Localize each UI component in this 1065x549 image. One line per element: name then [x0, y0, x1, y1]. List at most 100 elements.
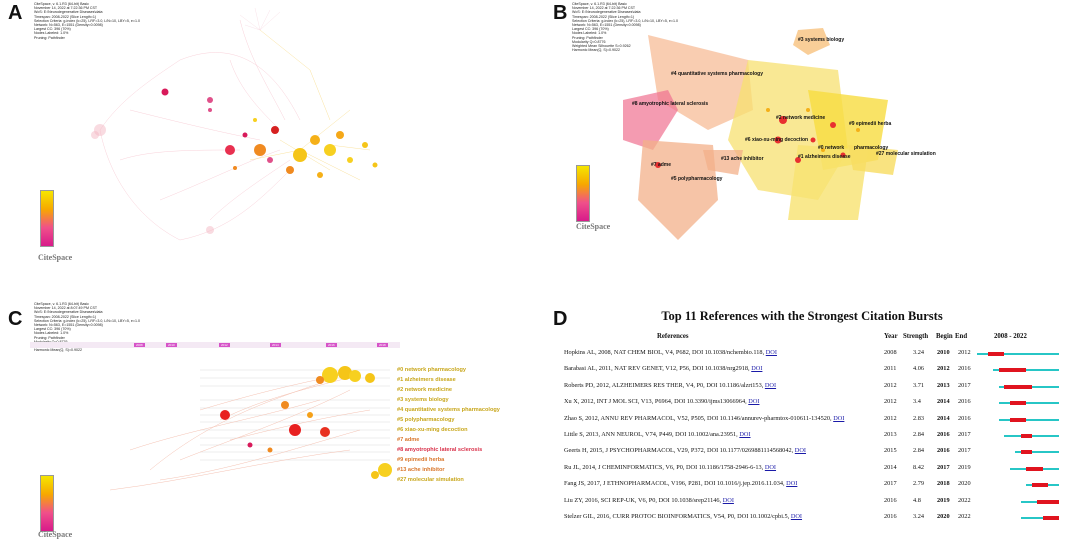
cluster-legend-c: #0 network pharmacology #1 alzheimers di…	[397, 367, 500, 487]
panel-a-network: CiteSpace, v. 6.1.R3 (64-bit) Basic Novem…	[30, 0, 530, 270]
begin-cell: 2014	[937, 398, 950, 406]
strength-cell: 2.83	[913, 414, 925, 422]
burst-period-bar	[998, 368, 1027, 373]
panel-c-timeline: CiteSpace, v. 6.1.R3 (64-bit) Basic Novem…	[30, 300, 530, 549]
year-tag: 2014	[270, 343, 281, 347]
meta-line: Weighted Mean Silhouette S=0.9262	[572, 44, 631, 49]
meta-line: Network: N=563, E=1551 (Density=0.0098)	[572, 23, 641, 28]
year-cell: 2012	[884, 381, 897, 389]
burst-row: Barabasi AL, 2011, NAT REV GENET, V12, P…	[562, 362, 1060, 377]
strength-cell: 4.06	[913, 365, 925, 373]
begin-cell: 2018	[937, 480, 950, 488]
reference-cell: Ru JL, 2014, J CHEMINFORMATICS, V6, P0, …	[564, 464, 776, 471]
burst-period-bar	[987, 352, 1005, 356]
doi-link[interactable]: DOI	[739, 431, 751, 438]
cluster-legend-item: #7 adme	[397, 437, 420, 443]
end-cell: 2017	[958, 381, 971, 389]
year-tag: 2008	[134, 343, 145, 347]
reference-cell: Stelzer GIL, 2016, CURR PROTOC BIOINFORM…	[564, 513, 802, 520]
burst-timeline-bar	[977, 353, 1059, 355]
year-cell: 2017	[884, 480, 897, 488]
meta-line: Harmonic Mean(Q, S)=0.9022	[572, 48, 621, 53]
reference-cell: Zhao S, 2012, ANNU REV PHARMACOL, V52, P…	[564, 415, 844, 422]
cluster-label: #6 xiao-xu-ming decoction	[745, 137, 809, 143]
doi-link[interactable]: DOI	[833, 414, 845, 422]
citespace-meta-a: CiteSpace, v. 6.1.R3 (64-bit) Basic Novem…	[34, 2, 140, 40]
begin-cell: 2019	[937, 496, 950, 504]
strength-cell: 2.79	[913, 480, 925, 488]
burst-row: Roberts PD, 2012, ALZHEIMERS RES THER, V…	[562, 379, 1060, 394]
doi-link[interactable]: DOI	[722, 496, 734, 504]
end-cell: 2017	[958, 431, 971, 438]
reference-text: Hopkins AL, 2008, NAT CHEM BIOL, V4, P68…	[564, 349, 765, 356]
cluster-label: #9 epimedii herba	[849, 121, 892, 127]
burst-period-bar	[1026, 466, 1043, 471]
end-cell: 2016	[958, 398, 971, 406]
burst-period-bar	[1020, 450, 1032, 455]
network-graph-a	[91, 7, 378, 241]
meta-line: Timespan: 2008-2022 (Slice Length=1)	[34, 14, 97, 19]
begin-cell: 2012	[937, 365, 950, 373]
burst-period-bar	[1004, 384, 1032, 389]
panel-letter-c: C	[8, 308, 23, 330]
year-cell: 2012	[884, 414, 897, 422]
end-cell: 2016	[958, 365, 971, 373]
citespace-logo-c: CiteSpace	[38, 530, 73, 539]
cluster-legend-item: #5 polypharmacology	[397, 417, 455, 423]
begin-cell: 2016	[937, 447, 950, 455]
doi-link[interactable]: DOI	[764, 381, 777, 389]
meta-line: CiteSpace, v. 6.1.R3 (64-bit) Basic	[34, 302, 89, 306]
reference-cell: Roberts PD, 2012, ALZHEIMERS RES THER, V…	[564, 382, 776, 389]
meta-line: Pruning: Pathfinder	[34, 335, 65, 340]
begin-cell: 2020	[937, 513, 950, 520]
meta-line: November 14, 2022 at 7:22:36 PM CST	[572, 6, 636, 11]
reference-text: Stelzer GIL, 2016, CURR PROTOC BIOINFORM…	[564, 513, 790, 520]
strength-cell: 2.84	[913, 447, 925, 455]
strength-cell: 3.4	[913, 398, 921, 406]
meta-line: Nodes Labeled: 1.0%	[34, 331, 69, 336]
cluster-legend-item: #0 network pharmacology	[397, 367, 467, 373]
meta-line: Timespan: 2008-2022 (Slice Length=1)	[572, 14, 635, 19]
end-cell: 2022	[958, 513, 971, 520]
begin-cell: 2010	[937, 349, 950, 356]
meta-line: Network: N=563, E=1551 (Density=0.0098)	[34, 23, 103, 28]
doi-link[interactable]: DOI	[748, 398, 760, 406]
burst-row: Ru JL, 2014, J CHEMINFORMATICS, V6, P0, …	[562, 461, 1060, 476]
cluster-legend-item: #1 alzheimers disease	[397, 377, 456, 383]
strength-cell: 8.42	[913, 463, 925, 471]
reference-text: Barabasi AL, 2011, NAT REV GENET, V12, P…	[564, 365, 750, 373]
header-strength: Strength	[903, 333, 929, 340]
doi-link[interactable]: DOI	[786, 480, 798, 488]
meta-line: Largest CC: 396 (70%)	[572, 27, 609, 32]
colorbar-a	[40, 190, 54, 247]
cluster-label: #13 ache inhibitor	[721, 156, 764, 162]
doi-link[interactable]: DOI	[751, 365, 763, 373]
burst-timeline-bar	[1004, 435, 1059, 437]
strength-cell: 2.84	[913, 431, 925, 438]
reference-cell: Liu ZY, 2016, SCI REP-UK, V6, P0, DOI 10…	[564, 497, 734, 504]
cluster-legend-item: #9 epimedii herba	[397, 457, 445, 463]
begin-cell: 2013	[937, 381, 950, 389]
doi-link[interactable]: DOI	[765, 349, 777, 356]
cluster-label: #1 alzheimers disease	[798, 154, 851, 160]
begin-cell: 2016	[937, 431, 950, 438]
doi-link[interactable]: DOI	[794, 447, 806, 455]
panel-d-citation-bursts: Top 11 References with the Strongest Cit…	[562, 303, 1060, 545]
strength-cell: 3.71	[913, 381, 925, 389]
reference-cell: Hopkins AL, 2008, NAT CHEM BIOL, V4, P68…	[564, 349, 777, 356]
panel-letter-b: B	[553, 2, 568, 24]
citespace-meta-b: CiteSpace, v. 6.1.R3 (64-bit) Basic Novem…	[572, 2, 678, 52]
meta-line: WoS: E:\Neurodegenerative Diseases\data	[34, 10, 103, 15]
doi-link[interactable]: DOI	[764, 463, 777, 471]
cluster-label: #5 polypharmacology	[671, 176, 723, 182]
burst-timeline-bar	[1015, 451, 1059, 454]
burst-row: Zhao S, 2012, ANNU REV PHARMACOL, V52, P…	[562, 412, 1060, 427]
cluster-label: #4 quantitative systems pharmacology	[671, 71, 763, 77]
strength-cell: 3.24	[913, 513, 925, 520]
cluster-map-b	[623, 28, 898, 240]
colorbar-b	[576, 165, 590, 222]
burst-row: Hopkins AL, 2008, NAT CHEM BIOL, V4, P68…	[562, 346, 1060, 361]
year-tag: 2012	[219, 343, 230, 347]
doi-link[interactable]: DOI	[790, 513, 803, 520]
burst-period-bar	[1009, 417, 1027, 422]
